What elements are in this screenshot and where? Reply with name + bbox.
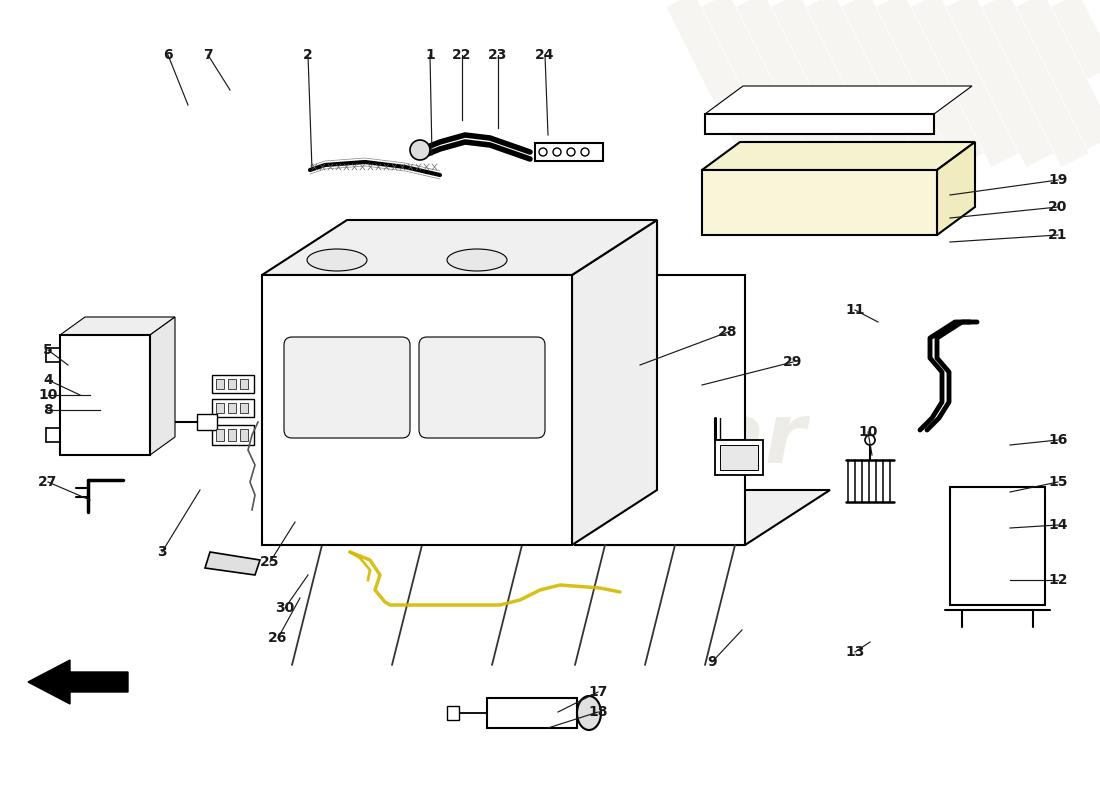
Bar	[197, 414, 217, 430]
Polygon shape	[150, 317, 175, 455]
Text: 26: 26	[268, 631, 288, 645]
Bar	[702, 170, 937, 235]
Text: 29: 29	[783, 355, 803, 369]
Bar	[60, 335, 150, 455]
Text: 13: 13	[845, 645, 865, 659]
Text: 5: 5	[43, 343, 53, 357]
Bar	[228, 429, 236, 441]
Circle shape	[539, 148, 547, 156]
Bar	[212, 375, 254, 393]
Polygon shape	[346, 220, 657, 490]
Circle shape	[566, 148, 575, 156]
Text: 1: 1	[425, 48, 435, 62]
Text: 10: 10	[858, 425, 878, 439]
Text: 2: 2	[304, 48, 312, 62]
Text: eurorepar: eurorepar	[338, 399, 806, 481]
Text: 12: 12	[1048, 573, 1068, 587]
Polygon shape	[28, 660, 128, 704]
Polygon shape	[262, 275, 572, 545]
Text: 4: 4	[43, 373, 53, 387]
Polygon shape	[705, 86, 972, 114]
Bar	[212, 425, 254, 445]
Bar	[447, 706, 459, 720]
Text: 18: 18	[588, 705, 607, 719]
Bar	[705, 114, 934, 134]
Polygon shape	[702, 142, 975, 170]
Text: 20: 20	[1048, 200, 1068, 214]
Polygon shape	[262, 220, 657, 275]
Text: 10: 10	[39, 388, 57, 402]
Text: 14: 14	[1048, 518, 1068, 532]
Polygon shape	[205, 552, 260, 575]
Text: 25: 25	[261, 555, 279, 569]
Text: 22: 22	[452, 48, 472, 62]
Bar	[487, 698, 578, 728]
FancyBboxPatch shape	[284, 337, 410, 438]
Bar	[216, 379, 224, 389]
Bar	[950, 487, 1045, 605]
Text: 15: 15	[1048, 475, 1068, 489]
Bar	[240, 379, 248, 389]
Circle shape	[410, 140, 430, 160]
Text: 16: 16	[1048, 433, 1068, 447]
Text: a passion since 1985: a passion since 1985	[448, 500, 696, 524]
Polygon shape	[575, 275, 745, 545]
Bar	[720, 445, 758, 470]
Circle shape	[553, 148, 561, 156]
Bar	[240, 403, 248, 413]
Text: 8: 8	[43, 403, 53, 417]
Circle shape	[865, 435, 874, 445]
Text: 6: 6	[163, 48, 173, 62]
Polygon shape	[937, 142, 975, 235]
Bar	[228, 403, 236, 413]
Text: 30: 30	[275, 601, 295, 615]
Bar	[228, 379, 236, 389]
Text: 28: 28	[718, 325, 738, 339]
Text: 17: 17	[588, 685, 607, 699]
Bar	[216, 403, 224, 413]
Text: 7: 7	[204, 48, 212, 62]
Bar	[212, 399, 254, 417]
Bar	[216, 429, 224, 441]
Text: 11: 11	[845, 303, 865, 317]
Ellipse shape	[307, 249, 367, 271]
Text: 3: 3	[157, 545, 167, 559]
Text: 27: 27	[39, 475, 57, 489]
Polygon shape	[575, 490, 830, 545]
Text: 24: 24	[536, 48, 554, 62]
Text: 21: 21	[1048, 228, 1068, 242]
Polygon shape	[572, 220, 657, 545]
Circle shape	[581, 148, 589, 156]
Ellipse shape	[447, 249, 507, 271]
Text: 19: 19	[1048, 173, 1068, 187]
Bar	[535, 143, 603, 161]
Polygon shape	[60, 317, 175, 335]
FancyBboxPatch shape	[419, 337, 544, 438]
Bar	[240, 429, 248, 441]
Bar	[715, 440, 763, 475]
Text: 9: 9	[707, 655, 717, 669]
Ellipse shape	[578, 696, 601, 730]
Text: 23: 23	[488, 48, 508, 62]
